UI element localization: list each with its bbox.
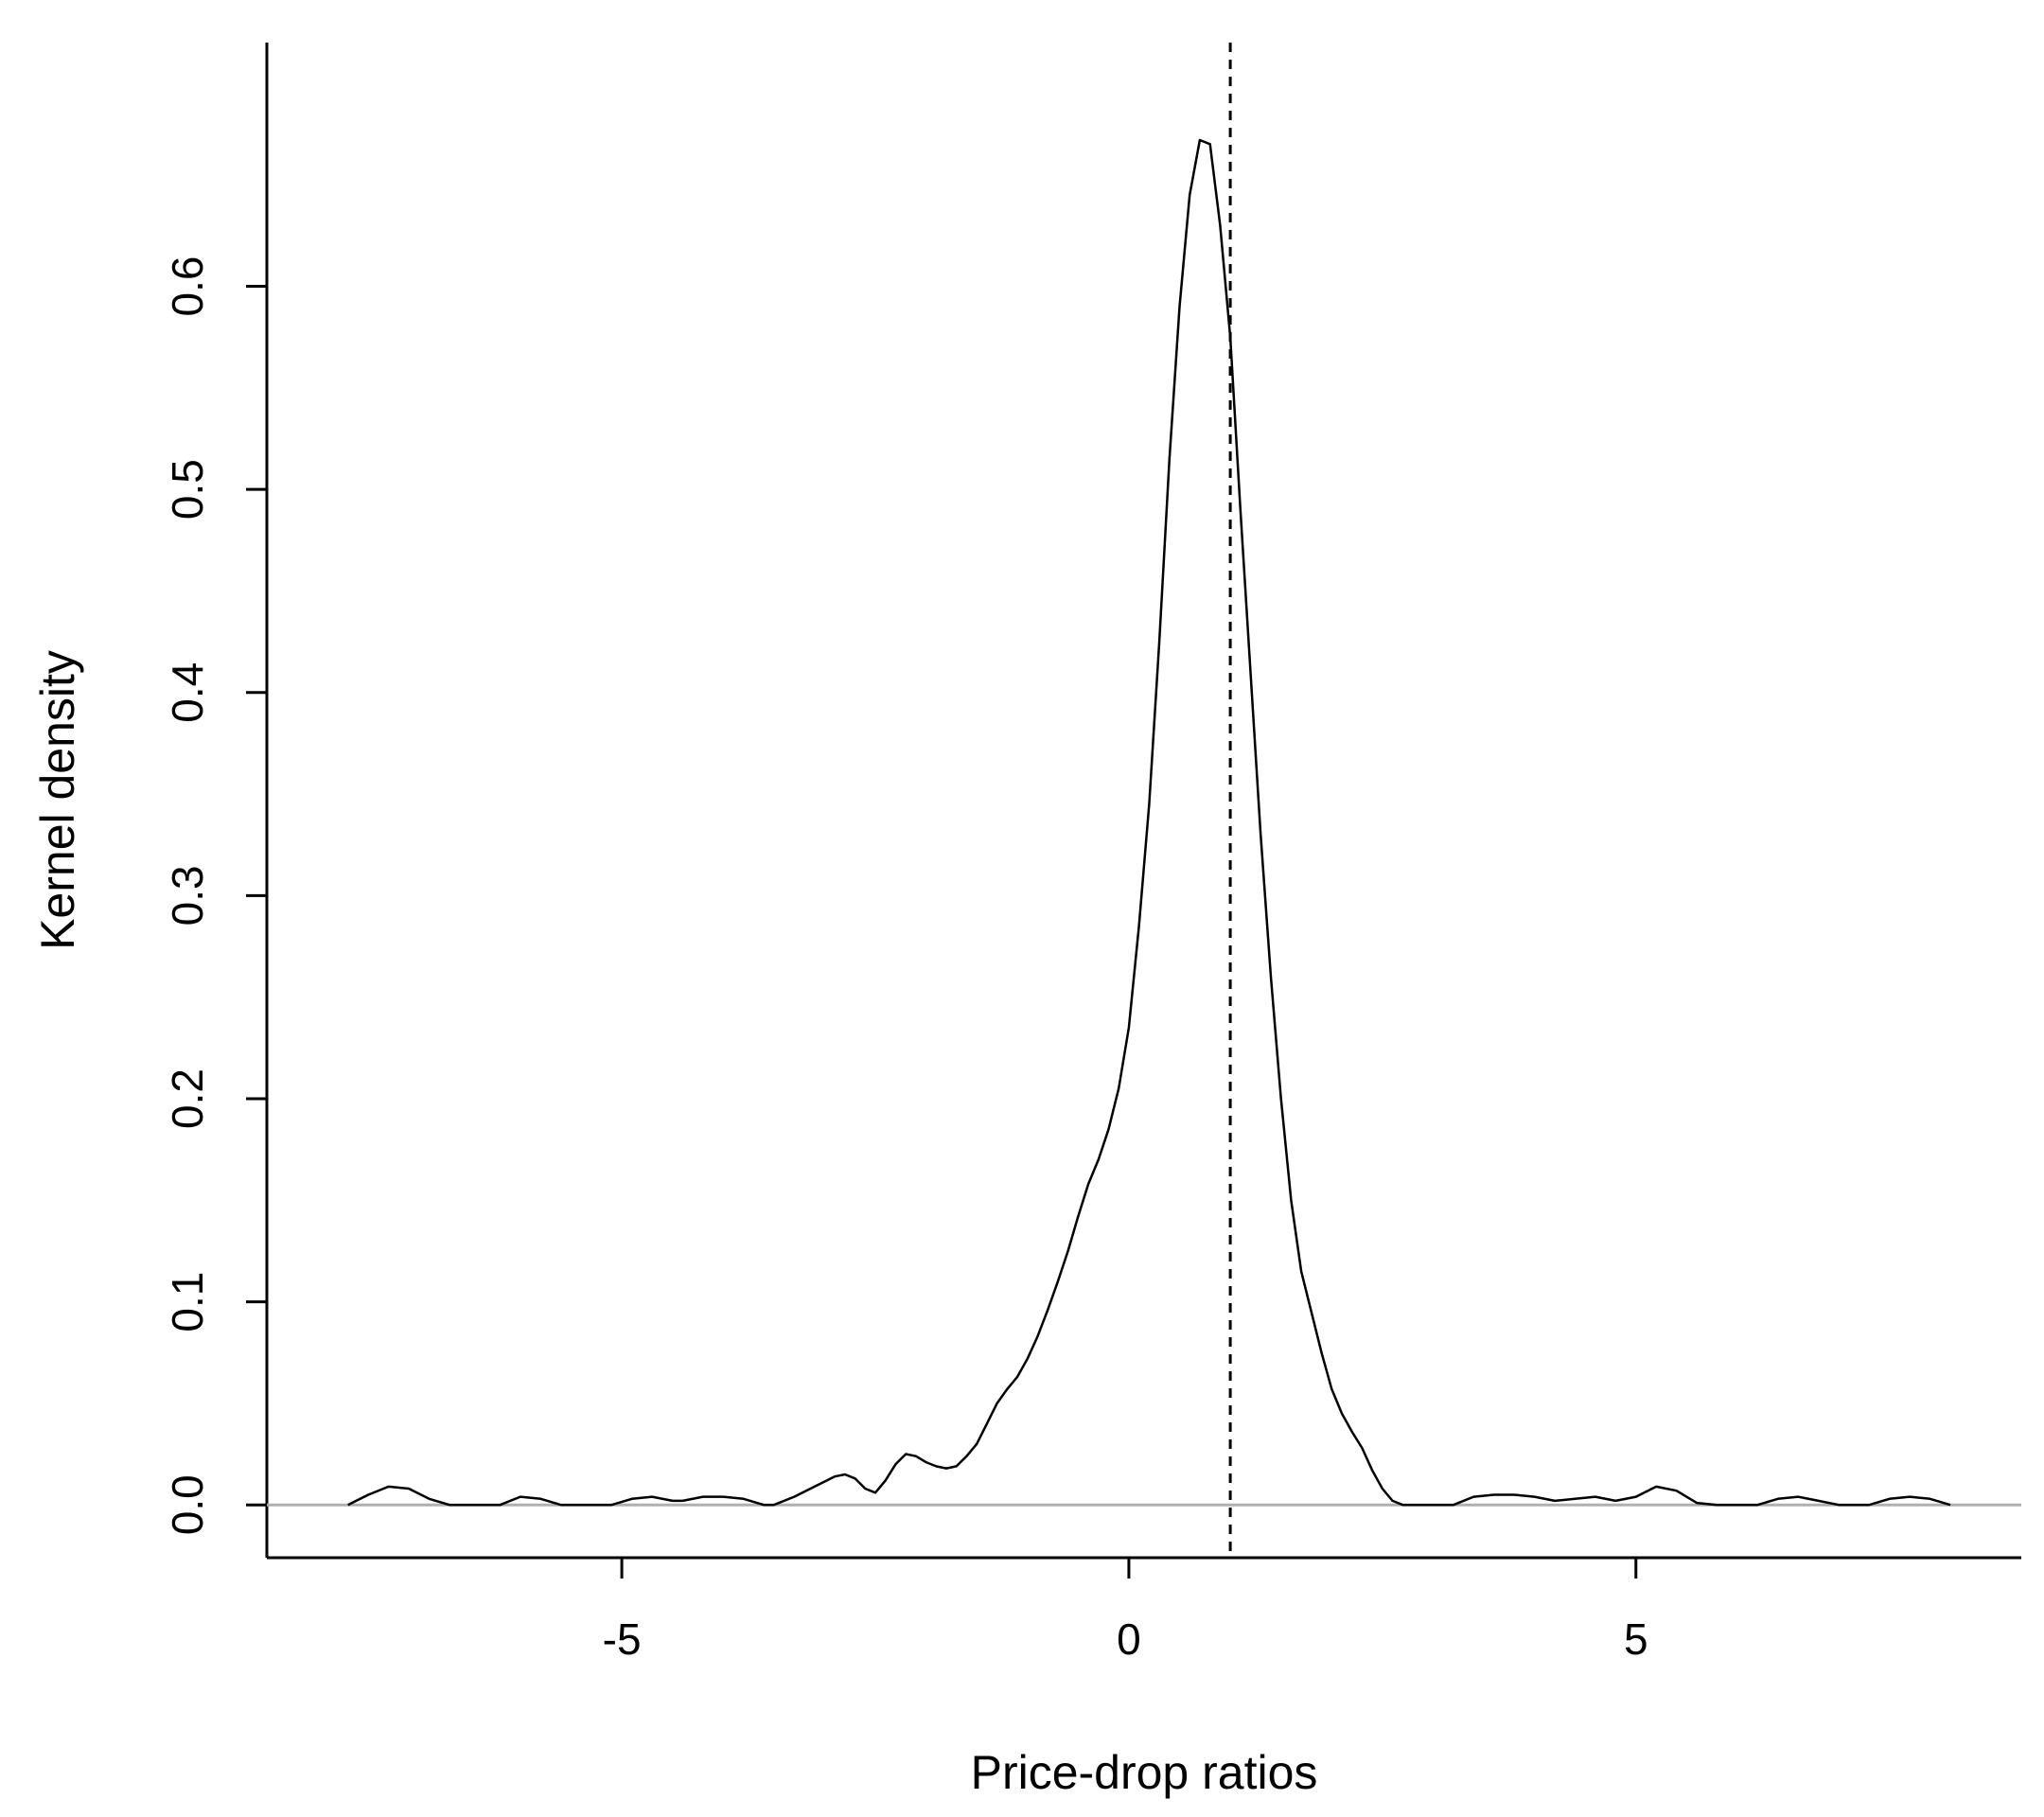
y-axis-title: Kernel density: [31, 650, 84, 950]
y-tick-label: 0.2: [163, 1068, 212, 1129]
y-tick-label: 0.4: [163, 662, 212, 723]
y-tick-label: 0.5: [163, 459, 212, 520]
density-curve: [347, 138, 1951, 1507]
y-tick-label: 0.1: [163, 1272, 212, 1332]
y-tick-label: 0.3: [163, 865, 212, 926]
y-tick-label: 0.6: [163, 256, 212, 317]
x-tick-label: -5: [603, 1614, 642, 1664]
x-tick-label: 0: [1117, 1614, 1141, 1664]
y-tick-label: 0.0: [163, 1474, 212, 1535]
x-axis-title: Price-drop ratios: [971, 1746, 1318, 1799]
x-tick-label: 5: [1624, 1614, 1648, 1664]
